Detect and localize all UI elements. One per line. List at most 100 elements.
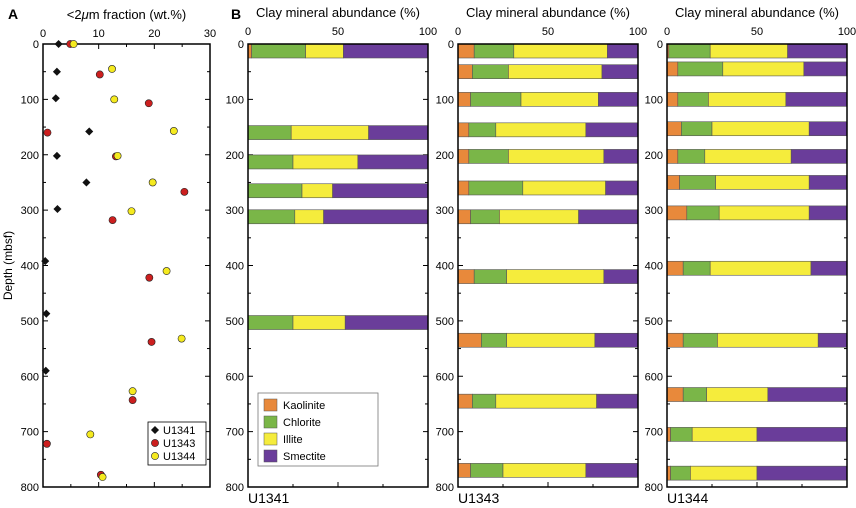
point-u1341 [52,67,61,76]
bar-smectite [603,269,639,284]
y-tick-label: 300 [436,205,454,217]
bar-illite [290,125,369,140]
bar-chlorite [682,332,718,348]
y-tick-label: 500 [21,316,39,328]
bar-kaolinite [666,61,679,77]
bar-chlorite [682,260,711,276]
bar-illite [305,43,344,59]
bar-smectite [603,149,639,164]
y-tick-label: 300 [21,205,39,217]
x-tick-label: 100 [838,26,856,38]
bar-smectite [808,175,848,190]
y-tick-label: 200 [436,150,454,162]
x-tick-label: 0 [664,26,670,38]
bar-smectite [368,125,429,140]
bar-illite [522,180,606,196]
site-label: U1343 [458,490,499,506]
bar-smectite [585,122,639,138]
bar-kaolinite [457,122,470,138]
bar-smectite [357,154,429,170]
point-u1343 [128,396,137,404]
x-tick-label: 30 [204,28,216,40]
legend-label: Kaolinite [283,400,325,412]
bar-smectite [767,387,848,402]
bar-illite [499,209,579,225]
y-tick-label: 700 [645,427,663,439]
bar-kaolinite [457,64,473,79]
panel-letter: B [231,6,241,22]
bar-smectite [787,43,848,59]
legend-box [257,392,379,467]
bar-chlorite [677,92,709,107]
legend-swatch-smectite [263,449,278,463]
site-panel-u1343: Clay mineral abundance (%) 0 50 100 0 100 200 3… [436,5,648,506]
bar-smectite [803,61,848,77]
point-u1343 [43,128,52,137]
point-u1341 [54,39,63,49]
bar-smectite [343,43,429,59]
bar-smectite [594,332,639,348]
bar-illite [718,205,810,221]
chart-title: Clay mineral abundance (%) [256,5,420,20]
y-tick-label: 0 [33,39,39,51]
bar-smectite [756,465,848,481]
plot-frame [666,43,848,488]
bar-smectite [756,427,848,442]
legend-swatch-chlorite [263,415,278,429]
bar-kaolinite [666,149,679,164]
legend-swatch-kaolinite [263,398,278,412]
bar-illite [292,154,359,170]
bar-illite [704,149,792,164]
point-u1344 [177,334,186,343]
bar-illite [508,64,603,79]
y-tick-label: 0 [238,39,244,51]
bar-illite [520,92,599,107]
y-tick-label: 500 [226,316,244,328]
bar-chlorite [670,427,693,442]
x-tick-label: 0 [40,28,46,40]
bar-smectite [817,332,848,348]
point-u1341 [42,309,51,318]
bar-smectite [344,315,429,330]
bar-chlorite [677,149,706,164]
y-axis-label: Depth (mbsf) [1,231,15,300]
legend-swatch-illite [263,432,278,446]
bar-smectite [605,180,639,196]
panel-letter: A [8,6,18,22]
y-tick-label: 700 [436,427,454,439]
panel-b-clay-abundance: B Clay mineral abundance (%) 0 50 100 0 100 200… [226,5,856,506]
legend-label: U1343 [163,438,195,450]
bar-illite [711,121,810,137]
bar-chlorite [247,209,296,225]
point-u1343 [147,338,156,346]
bar-chlorite [472,64,509,79]
y-tick-label: 500 [645,316,663,328]
bar-illite [715,175,810,190]
legend-label: Illite [283,434,303,446]
y-tick-label: 700 [226,427,244,439]
point-u1344 [169,127,178,135]
y-tick-label: 400 [226,261,244,273]
legend-label: U1341 [163,425,195,437]
site-label: U1344 [667,490,708,506]
bar-kaolinite [666,92,679,107]
point-u1344 [113,151,122,160]
bar-chlorite [470,463,504,478]
bar-kaolinite [666,121,682,137]
bar-chlorite [468,149,509,164]
bar-smectite [601,64,639,79]
y-tick-label: 0 [657,39,663,51]
bar-chlorite [470,92,522,107]
bar-illite [706,387,769,402]
point-u1343 [42,439,51,448]
point-u1344 [127,207,136,216]
bar-kaolinite [457,269,475,284]
y-tick-label: 500 [436,316,454,328]
bar-kaolinite [457,180,470,196]
bar-illite [292,315,346,330]
chart-title: <2μm fraction (wt.%) [67,7,186,22]
bar-illite [506,269,605,284]
bar-illite [506,332,596,348]
bar-chlorite [247,183,303,199]
